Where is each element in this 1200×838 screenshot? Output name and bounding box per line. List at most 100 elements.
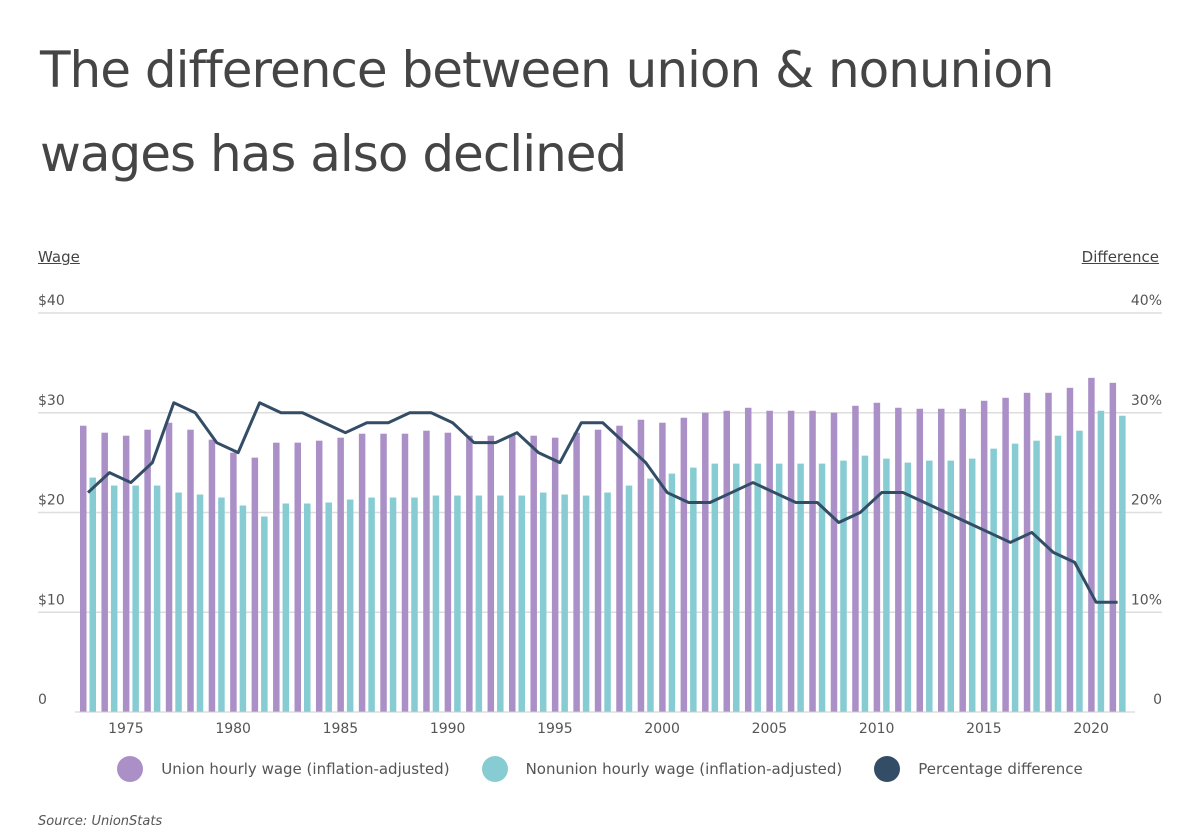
nonunion-bar	[968, 458, 976, 712]
union-bar	[659, 422, 666, 712]
x-tick-label: 2020	[1073, 721, 1109, 737]
union-bar	[895, 407, 902, 712]
x-tick-label: 1985	[323, 721, 359, 737]
union-bar	[1045, 392, 1052, 712]
nonunion-bar	[668, 473, 676, 712]
nonunion-bar	[239, 505, 247, 712]
y-tick-label-left: $20	[38, 493, 65, 509]
nonunion-bar	[775, 463, 783, 712]
nonunion-bar	[432, 495, 440, 712]
y-tick-label-right: 0	[1153, 692, 1162, 708]
y-tick-label-left: $10	[38, 592, 65, 608]
nonunion-bar	[818, 463, 826, 712]
nonunion-bar	[861, 455, 869, 712]
union-bar	[380, 433, 387, 712]
nonunion-bar	[411, 497, 418, 712]
union-bar	[401, 433, 409, 712]
union-bar	[444, 432, 452, 712]
union-bar	[423, 430, 430, 712]
left-axis-title: Wage	[38, 248, 80, 266]
nonunion-swatch-icon	[481, 756, 508, 782]
nonunion-bar	[518, 495, 525, 712]
union-bar	[315, 440, 323, 712]
legend-label-nonunion: Nonunion hourly wage (inflation-adjusted…	[525, 760, 843, 778]
union-bar	[852, 405, 859, 712]
union-bar	[637, 419, 645, 712]
source-note: Source: UnionStats	[38, 814, 163, 829]
union-bar	[251, 457, 259, 712]
union-bar	[187, 429, 194, 712]
nonunion-bar	[454, 495, 461, 712]
union-bar	[616, 425, 623, 712]
nonunion-bar	[175, 492, 182, 712]
nonunion-bar	[539, 492, 547, 712]
nonunion-bar	[990, 448, 997, 712]
union-bar	[1023, 392, 1031, 712]
nonunion-bar	[647, 478, 654, 712]
difference-swatch-icon	[874, 756, 901, 782]
union-bar	[723, 410, 730, 712]
union-bar	[273, 442, 280, 712]
nonunion-bar	[711, 463, 719, 712]
nonunion-bar	[389, 497, 397, 712]
nonunion-bar	[261, 516, 268, 712]
nonunion-bar	[196, 494, 204, 712]
legend-item-difference: Percentage difference	[874, 756, 1083, 782]
union-bar	[144, 429, 151, 712]
y-tick-label-right: 20%	[1131, 493, 1162, 509]
nonunion-bar	[1033, 440, 1040, 712]
union-bar	[230, 452, 237, 712]
union-bar	[680, 417, 688, 712]
nonunion-bar	[690, 467, 697, 712]
nonunion-bar	[497, 495, 504, 712]
y-tick-label-right: 40%	[1131, 293, 1162, 309]
union-bar	[594, 429, 602, 712]
union-bar	[1002, 397, 1009, 712]
nonunion-bar	[346, 499, 354, 712]
x-tick-label: 1995	[537, 721, 573, 737]
union-bar	[80, 425, 87, 712]
nonunion-bar	[561, 494, 568, 712]
nonunion-bar	[304, 503, 311, 712]
union-bar	[101, 432, 108, 712]
union-bar	[809, 410, 816, 712]
x-tick-label: 1990	[430, 721, 466, 737]
nonunion-bar	[883, 458, 890, 712]
nonunion-bar	[1054, 435, 1062, 712]
nonunion-bar	[153, 485, 161, 712]
nonunion-bar	[110, 485, 118, 712]
union-bar	[337, 437, 344, 712]
union-bar	[509, 434, 516, 712]
nonunion-bar	[475, 495, 483, 712]
right-axis-title: Difference	[1081, 248, 1159, 266]
union-bar	[980, 400, 988, 712]
union-bar	[358, 433, 366, 712]
legend-label-difference: Percentage difference	[918, 760, 1083, 778]
union-bar	[938, 408, 945, 712]
union-bar	[294, 442, 301, 712]
union-bar	[1066, 387, 1074, 712]
x-tick-label: 2005	[752, 721, 788, 737]
union-bar	[766, 410, 773, 712]
union-bar	[573, 432, 580, 712]
union-bar	[873, 402, 881, 712]
union-bar	[959, 408, 966, 712]
y-tick-label-left: 0	[38, 692, 47, 708]
union-bar	[787, 410, 795, 712]
nonunion-bar	[1119, 415, 1126, 712]
nonunion-bar	[840, 460, 847, 712]
nonunion-bar	[282, 503, 290, 712]
x-tick-label: 2000	[644, 721, 680, 737]
x-tick-label: 1975	[108, 721, 144, 737]
y-tick-label-right: 30%	[1131, 393, 1162, 409]
nonunion-bar	[582, 495, 590, 712]
nonunion-bar	[904, 462, 912, 712]
union-bar	[551, 437, 559, 712]
y-tick-label-left: $30	[38, 393, 65, 409]
union-bar	[1109, 382, 1117, 712]
union-bar	[165, 422, 173, 712]
legend: Union hourly wage (inflation-adjusted) N…	[0, 756, 1200, 782]
nonunion-bar	[368, 497, 375, 712]
union-bar	[1088, 377, 1095, 712]
